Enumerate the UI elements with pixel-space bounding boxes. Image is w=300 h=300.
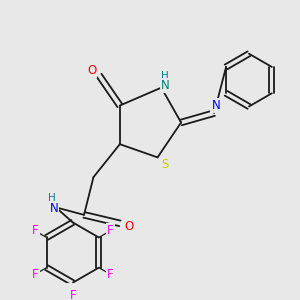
Text: H: H — [48, 193, 56, 203]
Text: F: F — [32, 224, 38, 237]
Text: F: F — [107, 224, 114, 237]
Text: F: F — [32, 268, 38, 281]
Text: O: O — [124, 220, 134, 233]
Text: N: N — [212, 99, 220, 112]
Text: N: N — [161, 79, 170, 92]
Text: F: F — [107, 268, 114, 281]
Text: O: O — [87, 64, 96, 77]
Text: F: F — [69, 290, 76, 300]
Text: N: N — [50, 202, 58, 215]
Text: S: S — [161, 158, 169, 171]
Text: H: H — [161, 71, 169, 81]
